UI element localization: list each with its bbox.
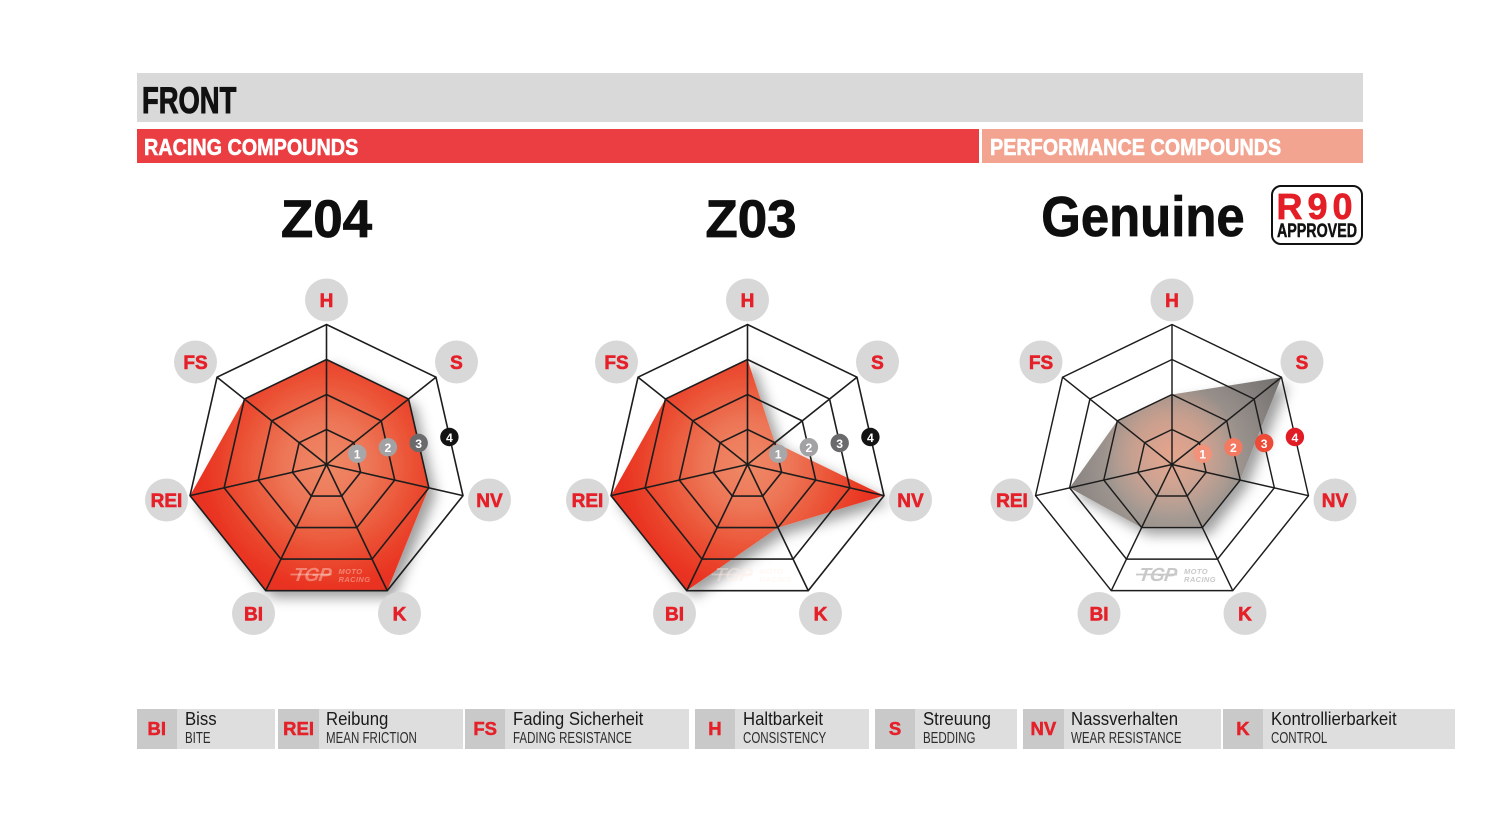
svg-text:FS: FS bbox=[604, 353, 628, 374]
svg-text:2: 2 bbox=[1230, 441, 1237, 455]
svg-text:3: 3 bbox=[415, 437, 422, 451]
svg-text:K: K bbox=[814, 605, 828, 626]
svg-text:4: 4 bbox=[1292, 431, 1299, 445]
svg-text:FS: FS bbox=[1029, 353, 1053, 374]
svg-text:BI: BI bbox=[665, 605, 684, 626]
svg-text:4: 4 bbox=[867, 431, 874, 445]
svg-text:FS: FS bbox=[183, 353, 207, 374]
svg-text:TGP: TGP bbox=[713, 565, 754, 586]
svg-text:S: S bbox=[871, 353, 884, 374]
svg-text:4: 4 bbox=[446, 431, 453, 445]
svg-text:REI: REI bbox=[996, 491, 1028, 512]
svg-text:REI: REI bbox=[151, 491, 183, 512]
svg-text:1: 1 bbox=[354, 448, 361, 462]
svg-text:1: 1 bbox=[775, 448, 782, 462]
svg-text:3: 3 bbox=[1261, 437, 1268, 451]
svg-text:1: 1 bbox=[1199, 448, 1206, 462]
svg-text:2: 2 bbox=[806, 441, 813, 455]
svg-text:S: S bbox=[1296, 353, 1309, 374]
svg-text:H: H bbox=[741, 291, 755, 312]
svg-text:RACING: RACING bbox=[760, 575, 792, 584]
svg-text:H: H bbox=[320, 291, 334, 312]
svg-text:3: 3 bbox=[836, 437, 843, 451]
svg-text:TGP: TGP bbox=[1137, 565, 1178, 586]
svg-text:MOTO: MOTO bbox=[339, 567, 363, 576]
svg-text:BI: BI bbox=[244, 605, 263, 626]
svg-text:2: 2 bbox=[385, 441, 392, 455]
svg-text:NV: NV bbox=[897, 491, 924, 512]
svg-text:NV: NV bbox=[476, 491, 503, 512]
svg-text:BI: BI bbox=[1090, 605, 1109, 626]
svg-text:K: K bbox=[393, 605, 407, 626]
svg-text:RACING: RACING bbox=[339, 575, 371, 584]
svg-text:RACING: RACING bbox=[1184, 575, 1216, 584]
svg-text:H: H bbox=[1165, 291, 1179, 312]
svg-text:K: K bbox=[1238, 605, 1252, 626]
svg-text:MOTO: MOTO bbox=[760, 567, 784, 576]
svg-text:MOTO: MOTO bbox=[1184, 567, 1208, 576]
svg-text:NV: NV bbox=[1322, 491, 1349, 512]
svg-text:TGP: TGP bbox=[292, 565, 333, 586]
svg-text:S: S bbox=[450, 353, 463, 374]
svg-text:REI: REI bbox=[572, 491, 604, 512]
